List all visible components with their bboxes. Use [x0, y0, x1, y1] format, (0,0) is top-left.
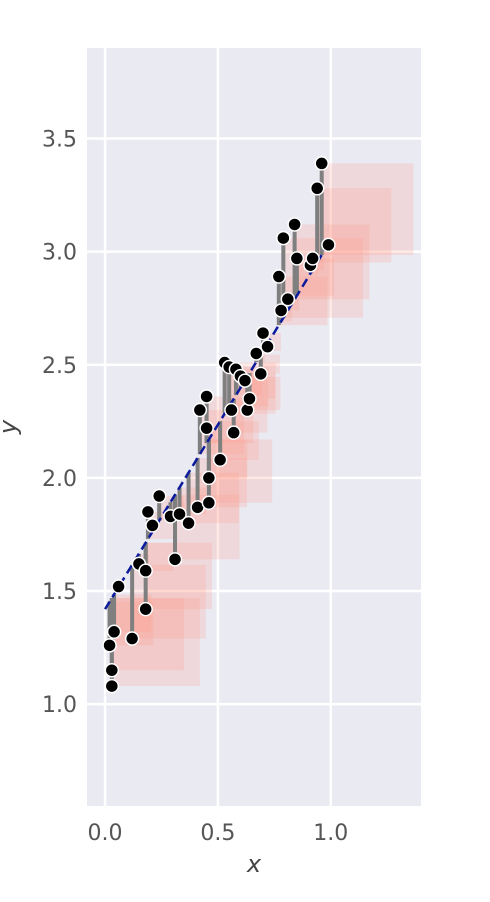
- data-point: [249, 346, 264, 361]
- y-tick-label: 2.5: [42, 354, 77, 379]
- data-point: [102, 638, 117, 653]
- data-point: [255, 325, 271, 341]
- data-point: [260, 339, 275, 354]
- data-point: [314, 156, 329, 171]
- data-point: [104, 678, 120, 694]
- data-point: [253, 366, 269, 382]
- data-point: [104, 662, 120, 678]
- residual-square: [312, 258, 325, 270]
- data-point: [226, 425, 241, 440]
- data-point: [201, 495, 217, 511]
- y-tick-label: 1.0: [42, 693, 77, 718]
- x-tick-label: 0.5: [200, 821, 235, 846]
- x-tick-label: 1.0: [313, 821, 348, 846]
- residual-square: [220, 421, 259, 460]
- data-point: [280, 291, 296, 307]
- x-tick-label: 0.0: [88, 821, 123, 846]
- y-axis-label: y: [0, 419, 22, 435]
- fit-line: [103, 239, 332, 610]
- fit-line-layer: [103, 239, 332, 610]
- residual-square: [287, 299, 300, 311]
- data-point: [309, 181, 325, 196]
- residual-square: [321, 163, 414, 256]
- data-point: [199, 420, 214, 436]
- plot-area: [87, 48, 421, 806]
- data-point: [273, 303, 289, 318]
- y-tick-label: 2.0: [42, 467, 77, 492]
- data-point: [106, 624, 122, 640]
- data-point: [289, 251, 305, 266]
- residual-square: [281, 310, 293, 322]
- data-point: [201, 470, 217, 486]
- data-point: [212, 452, 228, 468]
- data-point: [181, 515, 196, 531]
- data-point: [237, 373, 253, 388]
- data-point: [138, 601, 153, 617]
- data-point: [276, 230, 291, 246]
- data-point: [287, 217, 302, 232]
- data-point: [199, 389, 214, 404]
- data-point: [151, 488, 167, 504]
- data-point: [192, 402, 208, 418]
- y-tick-label: 1.5: [42, 580, 77, 605]
- data-points: [102, 156, 336, 694]
- data-point: [321, 237, 336, 253]
- data-point: [167, 552, 183, 567]
- y-tick-label: 3.5: [42, 128, 77, 153]
- data-point: [111, 579, 126, 594]
- data-point: [145, 518, 160, 533]
- y-tick-label: 3.0: [42, 241, 77, 266]
- data-point: [138, 563, 153, 578]
- x-axis-label: x: [246, 850, 262, 878]
- data-point: [124, 631, 140, 646]
- data-point: [172, 506, 187, 522]
- data-point: [305, 251, 320, 266]
- data-point: [242, 391, 257, 406]
- data-point: [271, 269, 287, 284]
- tick-labels: 0.0 0.5 1.0 1.0 1.5 2.0 2.5 3.0 3.5: [42, 128, 348, 846]
- data-point: [140, 504, 156, 520]
- data-point: [224, 402, 239, 418]
